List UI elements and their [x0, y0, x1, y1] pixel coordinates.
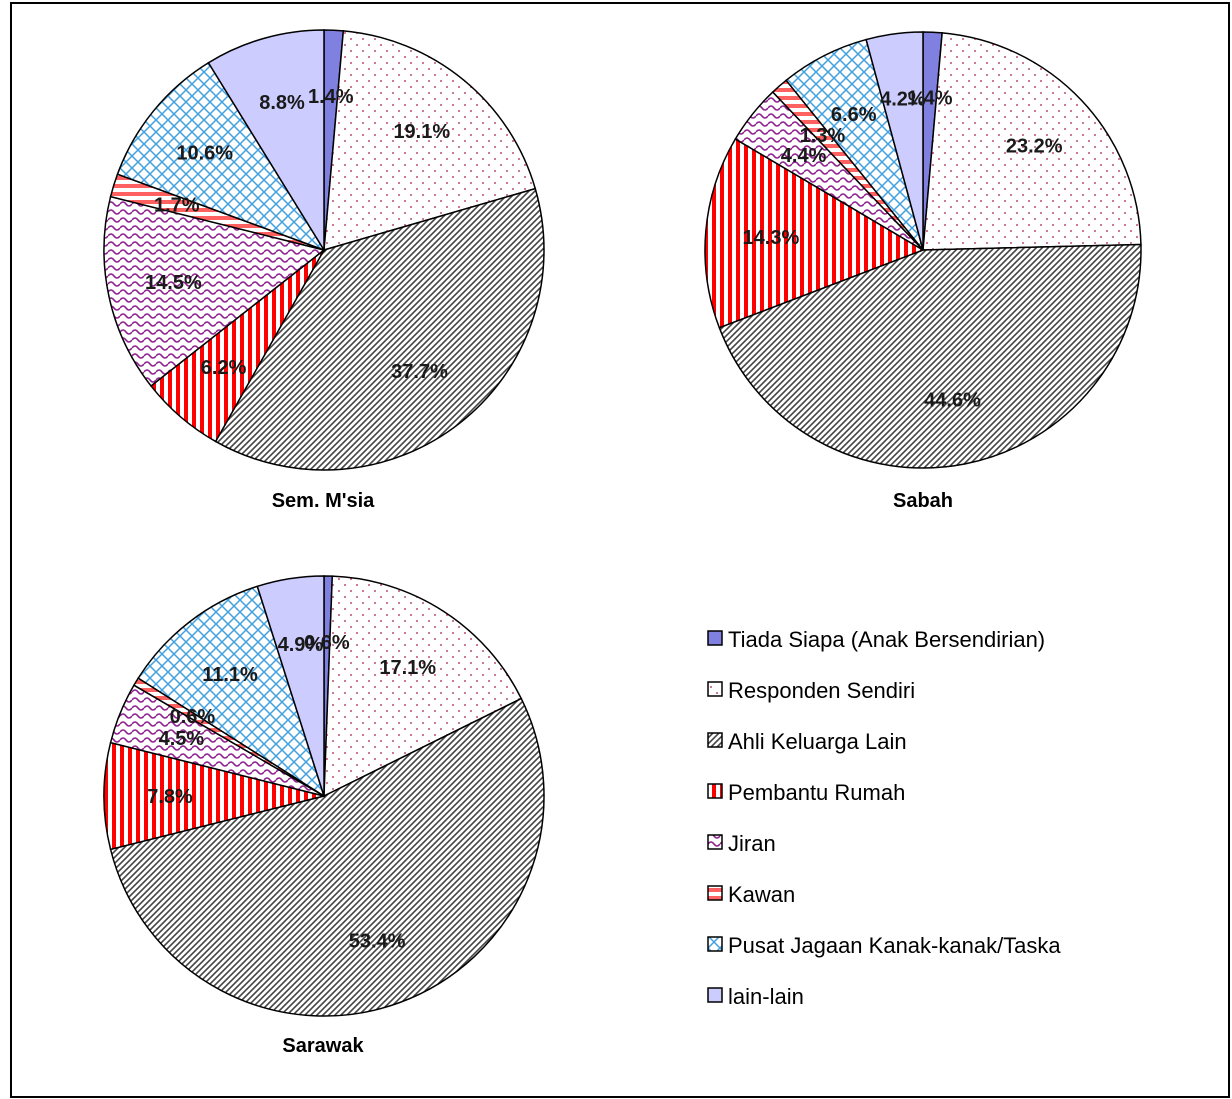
data-label-responden: 19.1%	[393, 121, 450, 143]
data-label-jiran: 4.5%	[159, 728, 205, 750]
data-label-tiada: 1.4%	[308, 86, 354, 108]
data-label-pusat: 11.1%	[202, 664, 258, 686]
data-label-pembantu: 14.3%	[743, 227, 800, 249]
legend-item-pusat: Pusat Jagaan Kanak-kanak/Taska	[707, 933, 1061, 958]
legend-label-jiran: Jiran	[728, 831, 776, 856]
pie-slice-pusat	[137, 585, 326, 798]
legend-label-kawan: Kawan	[728, 882, 795, 907]
pie-slice-lain	[207, 29, 325, 253]
legend-label-lain: lain-lain	[728, 984, 804, 1009]
data-label-pembantu: 7.8%	[147, 786, 193, 808]
legend-item-lain: lain-lain	[707, 984, 804, 1009]
pie-slice-responden	[323, 30, 537, 252]
data-label-jiran: 14.5%	[145, 272, 202, 294]
legend-item-tiada: Tiada Siapa (Anak Bersendirian)	[707, 627, 1045, 652]
legend: Tiada Siapa (Anak Bersendirian) Responde…	[707, 627, 1061, 1009]
legend-swatch-jiran	[707, 834, 723, 850]
data-label-jiran: 4.4%	[781, 145, 827, 167]
legend-item-kawan: Kawan	[707, 882, 795, 907]
data-label-kawan: 1.7%	[154, 195, 200, 217]
legend-swatch-pusat	[707, 936, 723, 952]
legend-label-ahli: Ahli Keluarga Lain	[728, 729, 907, 754]
pie-slice-ahli	[718, 243, 1142, 469]
legend-swatch-ahli	[707, 732, 723, 748]
data-label-ahli: 37.7%	[391, 361, 448, 383]
legend-label-pusat: Pusat Jagaan Kanak-kanak/Taska	[728, 933, 1061, 958]
data-label-pusat: 6.6%	[831, 104, 877, 126]
pie-chart-sarawak: 0.6%17.1%53.4%7.8%4.5%0.6%11.1%4.9%	[103, 575, 545, 1017]
pie-chart-sabah: 1.4% 23.2% 44.6% 14.3% 4.4%1.3%6.6%4.2%	[704, 31, 1142, 469]
data-label-pembantu: 6.2%	[201, 357, 247, 379]
data-label-responden: 17.1%	[379, 657, 436, 679]
pie-slice-jiran	[103, 195, 326, 387]
legend-swatch-lain	[707, 987, 723, 1003]
data-label-ahli: 44.6%	[924, 390, 981, 412]
pie-slice-pembantu	[704, 138, 925, 329]
pie-slice-ahli	[109, 697, 545, 1017]
data-label-lain: 4.9%	[278, 634, 324, 656]
legend-label-responden: Responden Sendiri	[728, 678, 915, 703]
data-label-responden: 23.2%	[1006, 136, 1063, 158]
legend-label-tiada: Tiada Siapa (Anak Bersendirian)	[728, 627, 1045, 652]
data-label-lain: 8.8%	[259, 92, 305, 114]
pie-slice-ahli	[214, 187, 545, 471]
pie-title-sabah: Sabah	[893, 490, 953, 512]
legend-item-ahli: Ahli Keluarga Lain	[707, 729, 907, 754]
data-label-kawan: 1.3%	[800, 125, 846, 147]
legend-label-pembantu: Pembantu Rumah	[728, 780, 905, 805]
data-label-lain: 4.2%	[880, 89, 926, 111]
data-label-kawan: 0.6%	[170, 706, 216, 728]
pie-chart-sem-msia: 1.4% 19.1% 37.7% 6.2% 14.5% 1.7% 10.6% 8.8%	[103, 29, 545, 471]
data-label-ahli: 53.4%	[349, 931, 406, 953]
legend-item-pembantu: Pembantu Rumah	[707, 780, 905, 805]
pie-title-sarawak: Sarawak	[282, 1035, 364, 1057]
pie-slice-pusat	[116, 61, 326, 252]
legend-swatch-responden	[707, 681, 723, 697]
pie-slice-responden	[922, 32, 1142, 251]
pie-slice-responden	[323, 575, 523, 798]
data-label-tiada: 0.6%	[304, 632, 350, 654]
pie-slice-lain	[256, 575, 325, 797]
legend-swatch-pembantu	[707, 783, 723, 799]
legend-item-jiran: Jiran	[707, 831, 776, 856]
data-label-pusat: 10.6%	[176, 143, 233, 165]
pie-slice-lain	[865, 31, 924, 251]
data-label-tiada: 1.4%	[907, 88, 953, 110]
pie-slice-pembantu	[103, 741, 325, 851]
legend-swatch-tiada	[707, 630, 723, 646]
legend-item-responden: Responden Sendiri	[707, 678, 915, 703]
pie-title-sem-msia: Sem. M'sia	[272, 490, 375, 512]
legend-swatch-kawan	[707, 885, 723, 901]
